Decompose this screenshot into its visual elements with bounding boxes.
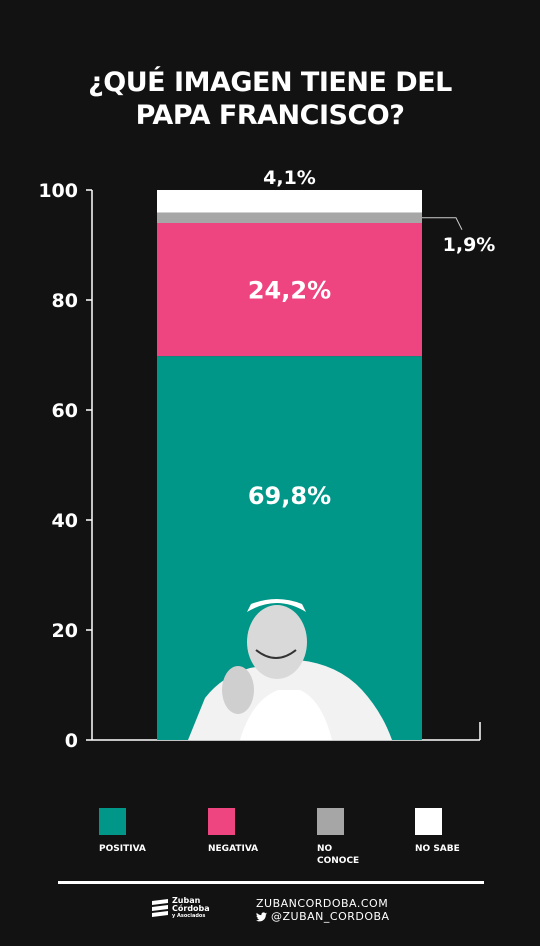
portrait-smile <box>255 649 297 659</box>
y-tick-label: 0 <box>65 730 78 752</box>
y-tick-label: 60 <box>52 400 78 422</box>
legend-item-no-sabe: NO SABE <box>415 808 485 855</box>
bar-segment-no-sabe <box>157 190 422 213</box>
data-label-no-sabe: 4,1% <box>263 167 316 189</box>
footer-divider <box>58 881 484 884</box>
data-label-negativa: 24,2% <box>248 277 331 305</box>
twitter-icon <box>256 912 267 922</box>
portrait-hand <box>222 666 254 714</box>
portrait-zucchetto <box>247 599 306 612</box>
logo-name: Zuban Córdoba <box>172 896 210 913</box>
y-tick-label: 40 <box>52 510 78 532</box>
title-line-1: ¿QUÉ IMAGEN TIENE DEL <box>88 67 452 98</box>
footer-twitter-row[interactable]: @ZUBAN_CORDOBA <box>256 910 390 923</box>
y-tick-label: 80 <box>52 290 78 312</box>
legend-item-positiva: POSITIVA <box>99 808 169 855</box>
bar-segment-no-conoce <box>157 212 422 223</box>
legend-item-no-conoce: NO CONOCE <box>317 808 361 867</box>
zuban-logo-icon <box>152 899 168 917</box>
portrait-head <box>247 605 307 679</box>
y-tick-label: 100 <box>38 180 78 202</box>
bar-segment-negativa <box>157 223 422 357</box>
legend-swatch-negativa <box>208 808 235 835</box>
legend-swatch-positiva <box>99 808 126 835</box>
logo-subtext: y Asociados <box>172 913 206 919</box>
legend-label-no-conoce: NO CONOCE <box>317 844 360 866</box>
legend-label-positiva: POSITIVA <box>99 844 146 854</box>
stacked-bar-chart: 0 20 40 60 80 100 69,8% 24,2% 4,1% 1,9% <box>38 167 496 752</box>
legend-item-negativa: NEGATIVA <box>208 808 278 855</box>
footer-twitter-handle: @ZUBAN_CORDOBA <box>271 910 390 923</box>
chart-title: ¿QUÉ IMAGEN TIENE DEL PAPA FRANCISCO? <box>0 66 540 132</box>
footer-logo: Zuban Córdoba y Asociados <box>152 897 212 921</box>
legend-label-no-sabe: NO SABE <box>415 844 460 854</box>
y-tick-label: 20 <box>52 620 78 642</box>
leader-line-no-conoce <box>422 217 463 230</box>
legend-swatch-no-sabe <box>415 808 442 835</box>
data-label-positiva: 69,8% <box>248 482 331 510</box>
portrait-collar <box>240 690 332 740</box>
legend-label-negativa: NEGATIVA <box>208 844 259 854</box>
footer-website[interactable]: ZUBANCORDOBA.COM <box>256 897 389 910</box>
legend-swatch-no-conoce <box>317 808 344 835</box>
pope-portrait <box>188 599 392 740</box>
title-line-2: PAPA FRANCISCO? <box>135 100 405 131</box>
logo-text: Zuban Córdoba y Asociados <box>172 896 210 920</box>
data-label-no-conoce: 1,9% <box>443 234 496 256</box>
legend: POSITIVA NEGATIVA NO CONOCE NO SABE <box>0 808 540 868</box>
footer-contact: ZUBANCORDOBA.COM @ZUBAN_CORDOBA <box>256 897 390 923</box>
